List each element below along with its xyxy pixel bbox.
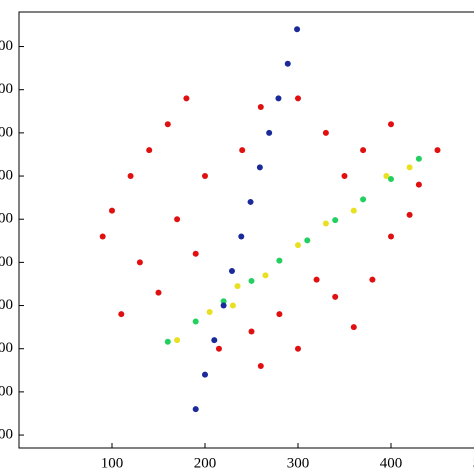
y-tick-label: 300 xyxy=(0,340,13,356)
point xyxy=(332,217,339,224)
point xyxy=(192,250,199,257)
point xyxy=(206,309,213,316)
point xyxy=(415,181,422,188)
y-tick-label: 800 xyxy=(0,124,13,140)
point xyxy=(239,147,246,154)
y-tick-label: 1000 xyxy=(0,38,13,54)
plot-frame xyxy=(18,11,474,449)
point xyxy=(118,311,125,318)
point xyxy=(322,220,329,227)
point xyxy=(164,121,171,128)
point xyxy=(406,211,413,218)
point xyxy=(257,103,264,110)
point xyxy=(174,337,181,344)
point xyxy=(192,318,199,325)
point xyxy=(369,276,376,283)
y-tick-label: 100 xyxy=(0,426,13,442)
y-tick-label: 400 xyxy=(0,297,13,313)
point xyxy=(360,147,367,154)
y-tick-label: 200 xyxy=(0,383,13,399)
point xyxy=(183,95,190,102)
point xyxy=(248,277,255,284)
point xyxy=(313,276,320,283)
point xyxy=(388,121,394,128)
point xyxy=(211,337,218,344)
x-tick-label: 200 xyxy=(194,455,217,471)
point xyxy=(276,311,283,318)
y-tick-label: 900 xyxy=(0,81,13,97)
point xyxy=(295,242,301,249)
point xyxy=(341,173,348,180)
point xyxy=(332,293,339,300)
point xyxy=(220,302,227,309)
point xyxy=(388,176,394,183)
point xyxy=(322,129,329,136)
point xyxy=(388,233,394,240)
point xyxy=(275,95,282,102)
x-tick-label: 500 xyxy=(473,455,474,471)
point xyxy=(202,371,208,378)
point xyxy=(164,338,171,345)
y-tick-label: 700 xyxy=(0,167,13,183)
point xyxy=(360,196,367,203)
point xyxy=(383,173,390,180)
point xyxy=(406,164,413,171)
x-tick-label: 400 xyxy=(380,455,403,471)
point xyxy=(202,173,208,180)
point xyxy=(256,164,263,171)
point xyxy=(215,345,222,352)
point xyxy=(276,257,283,264)
point xyxy=(238,233,245,240)
point xyxy=(295,95,301,102)
point xyxy=(234,283,241,290)
point xyxy=(109,207,115,214)
point xyxy=(127,173,134,180)
point xyxy=(229,302,236,309)
point xyxy=(284,60,291,67)
point xyxy=(248,328,255,335)
point xyxy=(350,324,357,331)
point xyxy=(155,289,162,296)
point xyxy=(99,233,106,240)
point xyxy=(146,147,153,154)
point xyxy=(247,198,254,205)
y-tick-label: 500 xyxy=(0,254,13,270)
point xyxy=(304,237,311,244)
point xyxy=(294,26,301,33)
x-tick-label: 300 xyxy=(287,455,310,471)
y-tick-label: 600 xyxy=(0,211,13,227)
point xyxy=(295,345,301,352)
point xyxy=(415,155,422,162)
point xyxy=(350,207,357,214)
point xyxy=(220,298,227,305)
point xyxy=(136,259,143,266)
point xyxy=(262,272,269,279)
point xyxy=(434,147,441,154)
x-tick-label: 100 xyxy=(101,455,124,471)
point xyxy=(228,268,235,275)
point xyxy=(174,216,181,223)
point xyxy=(257,362,264,369)
point xyxy=(266,129,273,136)
point xyxy=(192,406,199,413)
